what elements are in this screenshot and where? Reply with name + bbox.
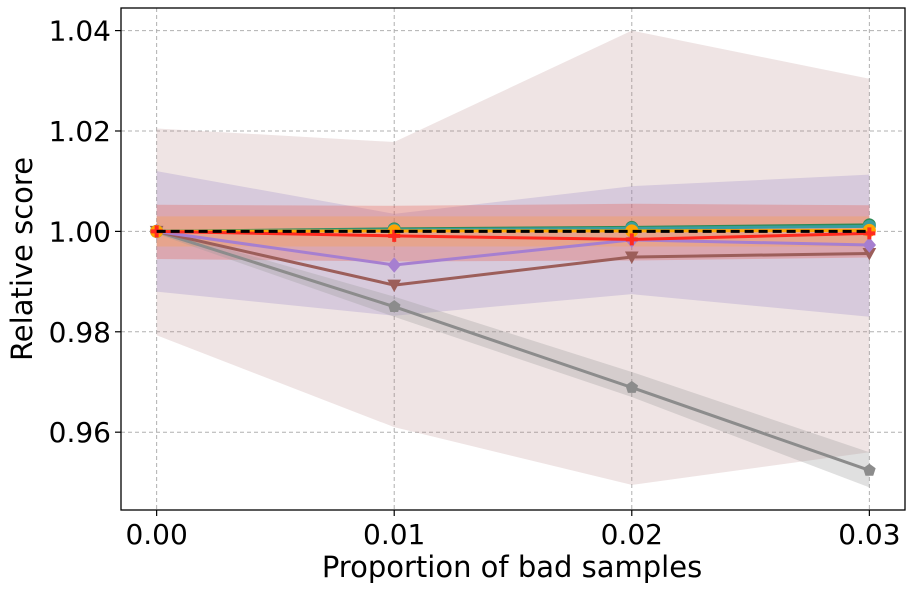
data-point xyxy=(624,251,639,265)
y-axis-label: Relative score xyxy=(5,157,39,361)
data-point xyxy=(388,229,401,242)
x-tick-label: 0.03 xyxy=(838,518,900,551)
x-axis-label: Proportion of bad samples xyxy=(322,550,702,584)
series-line xyxy=(156,229,870,472)
x-tick-label: 0.01 xyxy=(363,518,425,551)
data-point xyxy=(863,227,876,240)
plot-frame xyxy=(120,7,906,511)
y-tick-label: 0.96 xyxy=(49,416,111,449)
data-point xyxy=(387,279,402,293)
y-tick-label: 1.04 xyxy=(49,15,111,48)
tick-layer: 0.00 0.01 0.02 0.03 0.96 0.98 1.00 1.02 1.04 xyxy=(49,15,901,551)
data-point xyxy=(387,257,401,273)
confidence-band xyxy=(156,228,870,488)
series-line xyxy=(156,229,870,241)
x-tick-label: 0.02 xyxy=(601,518,663,551)
series-line xyxy=(156,229,870,287)
series-line xyxy=(156,229,870,267)
data-point xyxy=(862,237,877,253)
confidence-band xyxy=(156,30,870,485)
band-layer xyxy=(156,30,870,488)
line-layer xyxy=(149,218,877,476)
x-tick-label: 0.00 xyxy=(125,518,187,551)
data-point xyxy=(863,463,876,476)
y-tick-label: 1.02 xyxy=(49,115,111,148)
data-point xyxy=(625,380,639,393)
data-point xyxy=(625,233,638,246)
confidence-band xyxy=(156,171,870,317)
data-point xyxy=(387,300,401,313)
y-tick-label: 0.98 xyxy=(49,316,111,349)
y-tick-label: 1.00 xyxy=(49,215,111,248)
